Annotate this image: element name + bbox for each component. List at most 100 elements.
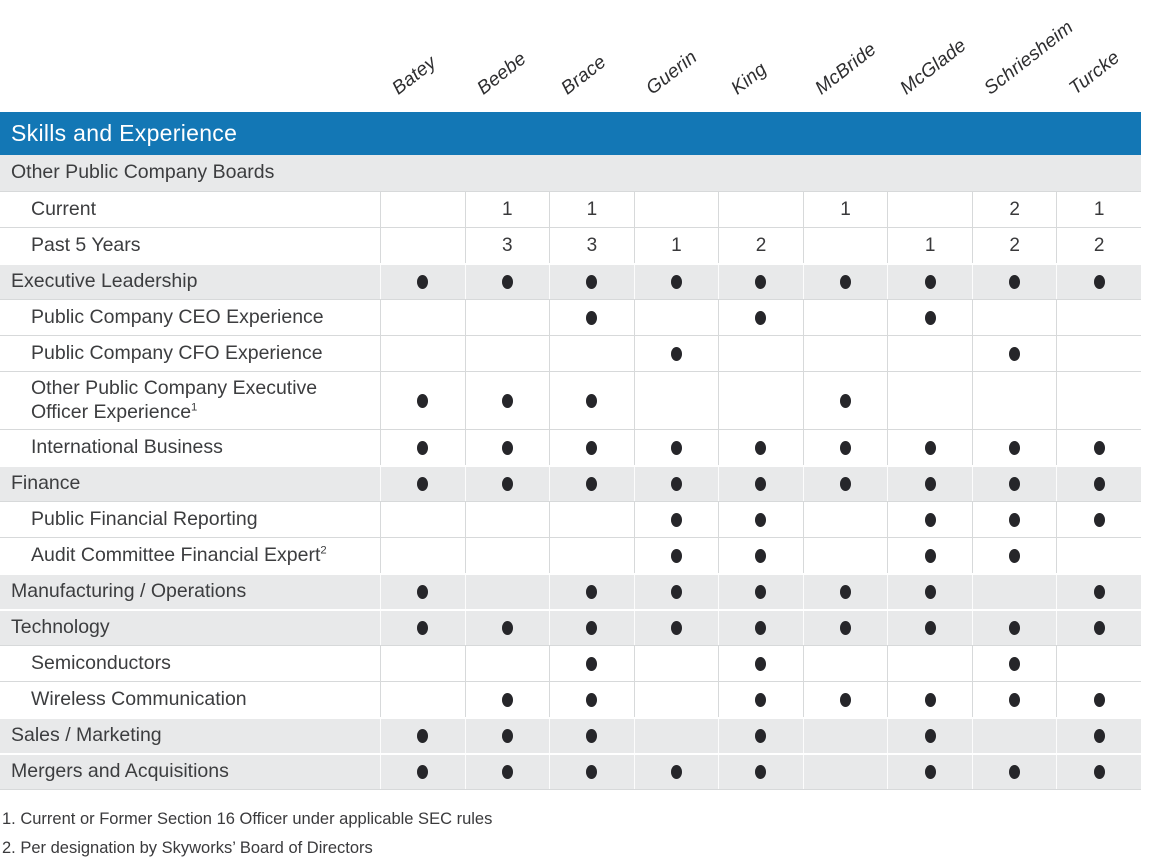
matrix-cell [803,646,888,681]
matrix-cell [549,611,634,645]
row-label: Public Company CFO Experience [0,336,380,371]
dot-marker [586,311,597,325]
matrix-cell [1056,430,1141,465]
matrix-cell [465,430,550,465]
row-label: Public Company CEO Experience [0,300,380,335]
matrix-cell [887,575,972,609]
matrix-cell [718,538,803,573]
dot-marker [925,477,936,491]
dot-marker [925,441,936,455]
matrix-cell [465,682,550,717]
dot-marker [755,513,766,527]
matrix-cell [1056,300,1141,335]
matrix-cell [549,300,634,335]
matrix-cell [803,719,888,753]
dot-marker [671,513,682,527]
matrix-cell [465,575,550,609]
dot-marker [925,549,936,563]
row-label: Other Public Company Executive Officer E… [0,372,380,429]
column-header-king: King [727,59,771,100]
dot-marker [755,621,766,635]
dot-marker [1094,513,1105,527]
dot-marker [1094,765,1105,779]
table-row: Executive Leadership [0,263,1141,299]
footnote-reference: 2 [320,544,326,556]
matrix-cell [634,265,719,299]
matrix-cell [380,755,465,789]
dot-marker [502,693,513,707]
row-label: Technology [0,611,380,645]
row-label: International Business [0,430,380,465]
matrix-cell: 1 [887,228,972,263]
matrix-cell [972,682,1057,717]
matrix-cell [887,192,972,227]
matrix-cell [887,336,972,371]
dot-marker [1009,513,1020,527]
matrix-cell [718,467,803,501]
dot-marker [586,765,597,779]
matrix-cell [549,502,634,537]
table-row: Mergers and Acquisitions [0,753,1141,789]
dot-marker [671,621,682,635]
table-row: International Business [0,429,1141,465]
dot-marker [586,441,597,455]
dot-marker [925,585,936,599]
matrix-cell [549,719,634,753]
matrix-cell: 3 [465,228,550,263]
matrix-cell [634,575,719,609]
matrix-cell [972,719,1057,753]
dot-marker [417,441,428,455]
dot-marker [671,347,682,361]
matrix-cell [718,372,803,429]
matrix-cell [718,611,803,645]
dot-marker [1094,477,1105,491]
matrix-cell [887,538,972,573]
dot-marker [1009,657,1020,671]
dot-marker [502,275,513,289]
table-row: Finance [0,465,1141,501]
matrix-cell [803,430,888,465]
matrix-cell: 1 [1056,192,1141,227]
table-row: Other Public Company Executive Officer E… [0,371,1141,429]
dot-marker [586,729,597,743]
dot-marker [1009,621,1020,635]
matrix-cell [972,575,1057,609]
matrix-cell [549,646,634,681]
dot-marker [755,549,766,563]
matrix-cell [887,755,972,789]
dot-marker [1094,693,1105,707]
matrix-cell [972,336,1057,371]
table-row: Semiconductors [0,645,1141,681]
matrix-cell [1056,155,1141,191]
dot-marker [1094,621,1105,635]
dot-marker [417,585,428,599]
row-label: Semiconductors [0,646,380,681]
matrix-cell [972,611,1057,645]
dot-marker [840,621,851,635]
dot-marker [755,657,766,671]
matrix-cell: 2 [1056,228,1141,263]
dot-marker [925,765,936,779]
matrix-cell [380,538,465,573]
dot-marker [755,765,766,779]
dot-marker [755,585,766,599]
dot-marker [417,275,428,289]
matrix-cell [549,467,634,501]
matrix-cell [803,336,888,371]
matrix-cell [887,719,972,753]
matrix-cell [718,646,803,681]
table-title-bar: Skills and Experience [0,112,1141,155]
row-label: Other Public Company Boards [0,155,380,191]
matrix-cell [549,575,634,609]
table-title: Skills and Experience [11,120,237,147]
matrix-cell [634,467,719,501]
matrix-cell [465,538,550,573]
matrix-cell [465,372,550,429]
dot-marker [586,275,597,289]
matrix-cell [887,611,972,645]
dot-marker [925,513,936,527]
matrix-cell: 2 [972,228,1057,263]
